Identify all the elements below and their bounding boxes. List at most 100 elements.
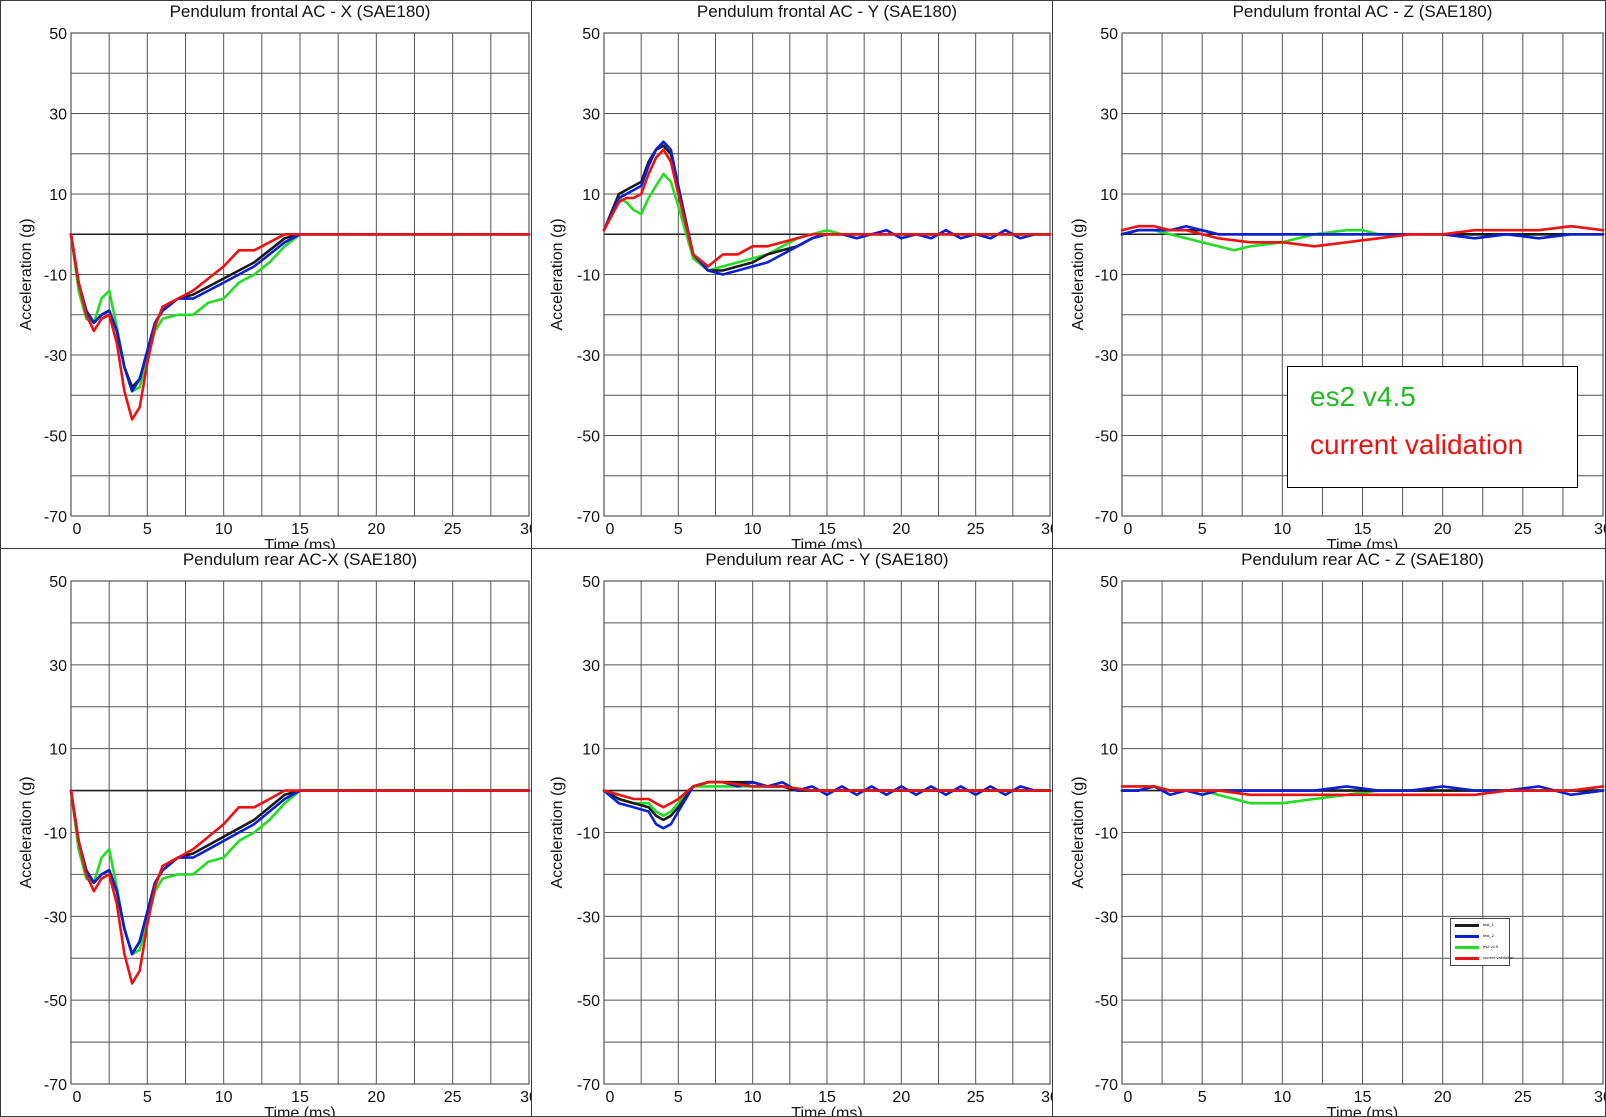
y-tick-label: -10 [577,268,600,285]
x-tick-label: 25 [967,521,985,538]
x-tick-label: 30 [1594,1089,1606,1106]
y-tick-label: 30 [582,658,600,675]
y-tick-label: 30 [1100,107,1118,124]
chart-title: Pendulum frontal AC - Z (SAE180) [1232,2,1493,21]
legend-label: es2 v4.5 [1483,944,1499,949]
annotation-line-current: current validation [1310,429,1524,460]
chart-title: Pendulum rear AC - Y (SAE180) [705,550,949,569]
y-tick-label: -10 [44,268,67,285]
chart-svg: -70 -50 -30 -10 10 30 50 0 5 10 15 20 25 30 Time (ms) A… [18,574,531,1116]
x-tick-label: 5 [1198,521,1207,538]
y-tick-label: -70 [44,509,67,526]
x-tick-label: 10 [1273,521,1291,538]
x-tick-label: 25 [444,521,462,538]
series-line-2 [602,780,1052,830]
chart-panel-1: Pendulum frontal AC - X (SAE180) -70 -50 -3… [0,0,532,549]
chart-title: Pendulum frontal AC - Y (SAE180) [696,2,958,21]
annotation-box: es2 v4.5 current validation [1287,366,1578,488]
x-axis-label: Time (ms) [1327,1105,1398,1117]
y-tick-label: 10 [1100,742,1118,759]
y-tick-label: -10 [1095,268,1118,285]
y-tick-label: 10 [582,742,600,759]
y-axis-label: Acceleration (g) [18,776,35,888]
x-tick-label: 30 [1041,1089,1053,1106]
x-tick-label: 20 [892,1089,910,1106]
x-tick-label: 5 [674,521,683,538]
y-tick-label: -70 [577,1077,600,1094]
y-tick-label: 30 [1100,658,1118,675]
y-tick-label: -50 [577,429,600,446]
x-tick-label: 0 [73,521,82,538]
x-tick-label: 5 [143,1089,152,1106]
legend: test_1 test_2 es2 v4.5 current validatio… [1450,918,1513,966]
grid [70,32,530,517]
series-line-4 [69,233,531,421]
x-tick-label: 15 [818,521,836,538]
x-axis-label: Time (ms) [791,537,862,549]
series-line-4 [602,780,1052,809]
legend-swatch [1455,957,1479,960]
y-tick-label: -50 [577,993,600,1010]
legend-label: test_1 [1483,922,1494,927]
y-tick-label: -10 [1095,826,1118,843]
y-tick-label: 50 [49,26,67,43]
chart-title: Pendulum rear AC-X (SAE180) [182,550,418,569]
x-tick-label: 15 [1354,1089,1372,1106]
chart-svg: -70 -50 -30 -10 10 30 50 0 5 10 15 20 25 30 Time (ms) A… [1070,574,1606,1117]
x-tick-label: 0 [73,1089,82,1106]
y-tick-label: 50 [582,574,600,591]
x-tick-label: 0 [1124,521,1133,538]
grid [1121,580,1604,1085]
chart-panel-5: Pendulum rear AC - Y (SAE180) -70 -50 -30 -1… [531,548,1053,1117]
x-tick-label: 5 [1198,1089,1207,1106]
x-tick-label: 15 [291,1089,309,1106]
chart-title: Pendulum rear AC - Z (SAE180) [1241,550,1484,569]
legend-swatch [1455,935,1479,938]
x-tick-label: 5 [143,521,152,538]
y-tick-label: -10 [44,826,67,843]
y-axis-label: Acceleration (g) [18,218,35,330]
x-tick-label: 10 [744,521,762,538]
y-tick-label: -50 [44,993,67,1010]
legend-swatch [1455,924,1479,927]
y-tick-label: 30 [49,658,67,675]
x-tick-label: 30 [520,521,532,538]
y-tick-label: -30 [577,348,600,365]
y-tick-label: 10 [1100,187,1118,204]
y-axis-label: Acceleration (g) [1070,776,1087,888]
x-tick-label: 30 [1041,521,1053,538]
x-tick-label: 20 [367,521,385,538]
x-tick-label: 20 [1434,1089,1452,1106]
annotation-line-es2: es2 v4.5 [1310,381,1416,412]
series-line-2 [69,789,531,956]
y-tick-label: -50 [1095,993,1118,1010]
chart-title: Pendulum frontal AC - X (SAE180) [169,2,431,21]
chart-svg: -70 -50 -30 -10 10 30 50 0 5 10 15 20 25 30 Time (ms) A… [549,574,1053,1116]
x-tick-label: 10 [744,1089,762,1106]
chart-panel-6: Pendulum rear AC - Z (SAE180) -70 -50 -30 -1… [1052,548,1606,1117]
chart-svg: -70 -50 -30 -10 10 30 50 0 5 10 15 20 25 30 Time (ms) A… [549,26,1053,549]
chart-panel-4: Pendulum rear AC-X (SAE180) -70 -50 -30 -10 1… [0,548,532,1117]
x-tick-label: 0 [606,1089,615,1106]
x-tick-label: 30 [1594,521,1606,538]
series-line-2 [602,140,1052,276]
y-tick-label: 30 [582,107,600,124]
x-tick-label: 10 [215,521,233,538]
x-tick-label: 25 [444,1089,462,1106]
y-tick-label: 50 [49,574,67,591]
y-tick-label: 50 [582,26,600,43]
y-tick-label: 10 [49,742,67,759]
y-tick-label: -30 [44,348,67,365]
x-tick-label: 25 [1514,521,1532,538]
x-tick-label: 0 [606,521,615,538]
series-line-4 [602,148,1052,268]
x-tick-label: 10 [215,1089,233,1106]
x-tick-label: 25 [1514,1089,1532,1106]
y-tick-label: 50 [1100,574,1118,591]
series-line-4 [1120,224,1605,248]
y-tick-label: -30 [1095,909,1118,926]
y-tick-label: -30 [577,909,600,926]
x-tick-label: 25 [967,1089,985,1106]
y-tick-label: -70 [1095,1077,1118,1094]
